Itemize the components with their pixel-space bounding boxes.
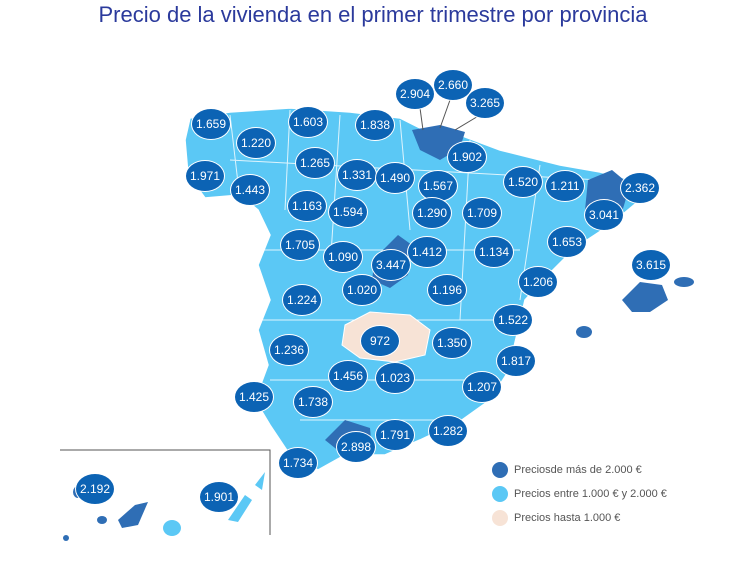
price-label: 1.207	[462, 371, 502, 403]
price-label: 1.490	[375, 162, 415, 194]
price-label: 1.220	[236, 127, 276, 159]
price-label: 1.134	[474, 236, 514, 268]
legend: Preciosde más de 2.000 € Precios entre 1…	[492, 458, 667, 530]
price-label: 1.224	[282, 284, 322, 316]
price-label: 3.041	[584, 199, 624, 231]
price-label: 1.163	[287, 190, 327, 222]
price-label: 1.734	[278, 447, 318, 479]
legend-label: Precios hasta 1.000 €	[514, 512, 621, 524]
price-label: 1.265	[295, 147, 335, 179]
canary-inset-border	[60, 449, 271, 535]
price-label: 1.412	[407, 236, 447, 268]
price-label: 1.023	[375, 362, 415, 394]
price-label: 1.020	[342, 274, 382, 306]
price-label: 1.971	[185, 160, 225, 192]
legend-item-low: Precios hasta 1.000 €	[492, 506, 667, 530]
price-label: 972	[360, 325, 400, 357]
price-label: 2.898	[336, 431, 376, 463]
balearic-islands-region	[622, 282, 668, 312]
price-label: 1.653	[547, 226, 587, 258]
peninsula-region	[184, 107, 641, 471]
price-label: 1.902	[447, 141, 487, 173]
price-label: 3.447	[371, 249, 411, 281]
price-label: 1.090	[323, 241, 363, 273]
legend-label: Precios entre 1.000 € y 2.000 €	[514, 488, 667, 500]
price-label: 1.709	[462, 197, 502, 229]
price-label: 2.362	[620, 172, 660, 204]
price-label: 1.331	[337, 159, 377, 191]
price-label: 1.425	[234, 381, 274, 413]
legend-item-mid: Precios entre 1.000 € y 2.000 €	[492, 482, 667, 506]
price-label: 1.738	[293, 386, 333, 418]
price-label: 1.443	[230, 174, 270, 206]
price-label: 1.282	[428, 415, 468, 447]
price-label: 2.904	[395, 78, 435, 110]
price-label: 1.206	[518, 266, 558, 298]
legend-label: Preciosde más de 2.000 €	[514, 464, 642, 476]
price-label: 1.211	[545, 170, 585, 202]
price-label: 1.791	[375, 419, 415, 451]
price-label: 1.901	[199, 481, 239, 513]
price-label: 1.196	[427, 274, 467, 306]
price-label: 1.817	[496, 345, 536, 377]
price-label: 1.236	[269, 334, 309, 366]
menorca-island	[674, 277, 694, 287]
price-label: 1.603	[288, 106, 328, 138]
canary-islands	[63, 472, 265, 541]
price-label: 3.265	[465, 87, 505, 119]
price-label: 1.594	[328, 196, 368, 228]
legend-swatch	[492, 462, 508, 478]
legend-item-high: Preciosde más de 2.000 €	[492, 458, 667, 482]
price-label: 1.838	[355, 109, 395, 141]
price-label: 3.615	[631, 249, 671, 281]
price-label: 1.567	[418, 170, 458, 202]
price-label: 1.705	[280, 229, 320, 261]
price-label: 1.522	[493, 304, 533, 336]
price-label: 2.192	[75, 473, 115, 505]
price-label: 1.659	[191, 108, 231, 140]
map-title: Precio de la vivienda en el primer trime…	[98, 2, 648, 27]
price-label: 1.456	[328, 360, 368, 392]
legend-swatch	[492, 510, 508, 526]
price-label: 1.350	[432, 327, 472, 359]
ibiza-island	[576, 326, 592, 338]
price-label: 1.290	[412, 197, 452, 229]
price-label: 1.520	[503, 166, 543, 198]
legend-swatch	[492, 486, 508, 502]
